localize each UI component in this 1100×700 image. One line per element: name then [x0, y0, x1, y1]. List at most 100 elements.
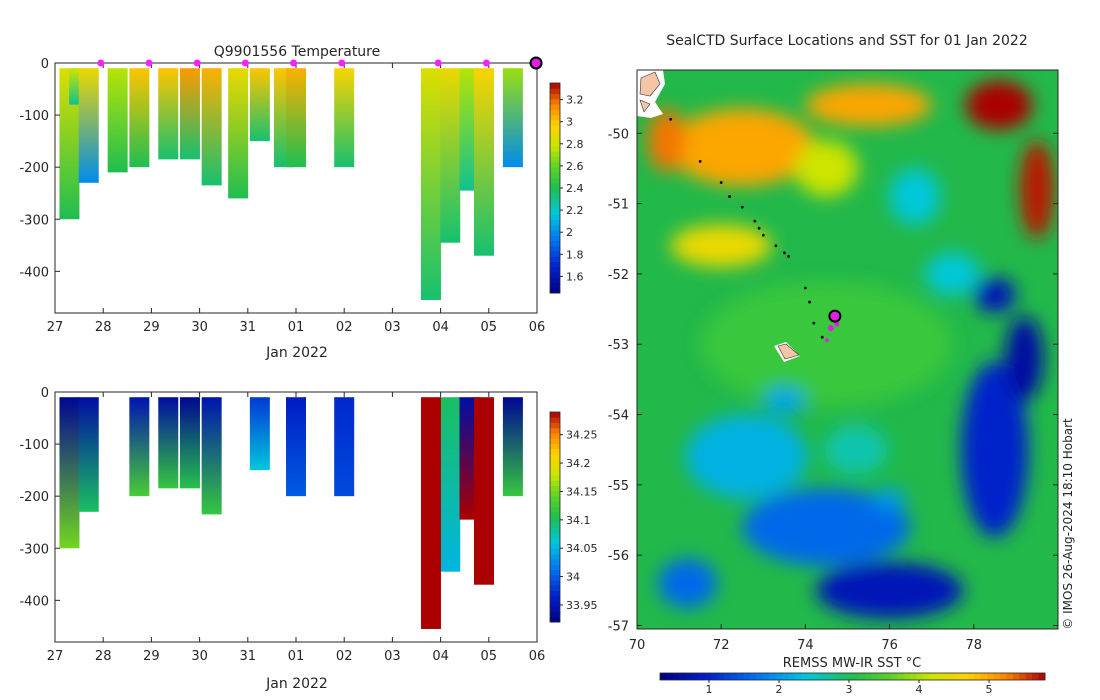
colorbar-tick-label: 34 — [566, 571, 580, 584]
x-tick-label: 30 — [191, 649, 208, 664]
colorbar-segment — [1038, 673, 1046, 680]
colorbar-segment — [550, 261, 560, 268]
profile-bar — [179, 68, 200, 160]
colorbar-tick-label: 3.2 — [566, 94, 584, 107]
salinity-colorbar: 33.95 34 34.05 34.1 34.15 34.2 34.25 — [549, 411, 598, 623]
colorbar-segment — [550, 548, 560, 555]
salinity-xlabel: Jan 2022 — [265, 676, 328, 692]
x-tick-label: 06 — [529, 320, 546, 335]
colorbar-tick-label: 2 — [566, 226, 573, 239]
x-tick-label: 27 — [47, 649, 64, 664]
colorbar-tick-label: 5 — [986, 683, 993, 696]
map-axes-frame — [636, 69, 1059, 630]
profile-bar — [249, 68, 270, 142]
colorbar-segment — [550, 198, 560, 205]
profile-bar — [78, 397, 99, 512]
colorbar-segment — [968, 673, 975, 680]
sst-blob — [815, 562, 964, 619]
map-x-ticks: 70 72 74 76 78 — [629, 624, 982, 653]
profile-bar — [107, 68, 128, 173]
temperature-colorbar: 1.6 1.8 2 2.2 2.4 2.6 2.8 3 3.2 — [549, 82, 584, 294]
colorbar-segment — [948, 673, 956, 680]
colorbar-segment — [550, 485, 560, 492]
colorbar-segment — [550, 219, 560, 226]
track-point — [757, 226, 761, 230]
track-point — [812, 321, 816, 325]
track-point — [669, 117, 673, 121]
colorbar-segment — [550, 240, 560, 247]
colorbar-segment — [550, 182, 560, 189]
colorbar-segment — [550, 172, 560, 178]
colorbar-segment — [679, 673, 687, 680]
track-point — [728, 195, 732, 198]
x-tick-label: 72 — [713, 638, 730, 653]
colorbar-segment — [660, 673, 667, 680]
colorbar-segment — [993, 673, 1001, 680]
colorbar-segment — [550, 245, 560, 252]
x-tick-label: 03 — [384, 649, 401, 664]
track-point — [719, 181, 723, 184]
colorbar-segment — [550, 161, 560, 168]
x-tick-label: 04 — [432, 320, 449, 335]
track-point — [753, 219, 757, 223]
colorbar-segment — [550, 214, 560, 220]
colorbar-segment — [672, 673, 680, 680]
colorbar-segment — [1019, 673, 1027, 680]
sst-colorbar-label: REMSS MW-IR SST °C — [783, 656, 922, 671]
x-tick-label: 02 — [336, 649, 353, 664]
sst-field — [637, 70, 1058, 629]
sst-blob — [965, 80, 1033, 130]
colorbar-segment — [891, 673, 898, 680]
colorbar-segment — [871, 673, 879, 680]
y-tick-label: -51 — [608, 198, 629, 213]
sst-blob — [872, 488, 907, 510]
surface-marker — [241, 59, 249, 67]
colorbar-segment — [550, 501, 560, 507]
colorbar-segment — [826, 673, 834, 680]
colorbar-segment — [884, 673, 892, 680]
x-tick-label: 06 — [529, 649, 546, 664]
track-point — [804, 286, 807, 290]
colorbar-segment — [987, 673, 995, 680]
profile-bar — [201, 68, 222, 186]
colorbar-segment — [550, 130, 560, 136]
colorbar-tick-label: 2 — [776, 683, 783, 696]
colorbar-segment — [794, 673, 802, 680]
profile-bar — [59, 397, 80, 549]
sst-blob — [700, 280, 953, 408]
x-tick-label: 28 — [95, 649, 112, 664]
profile-bar — [440, 397, 461, 572]
sst-blob — [961, 361, 1029, 538]
colorbar-tick-label: 3 — [846, 683, 853, 696]
colorbar-segment — [550, 167, 560, 173]
colorbar-segment — [550, 511, 560, 518]
colorbar-segment — [550, 203, 560, 210]
x-tick-label: 31 — [240, 649, 257, 664]
profile-bar — [473, 397, 494, 585]
colorbar-tick-label: 1 — [706, 683, 713, 696]
sst-blobs — [647, 80, 1054, 619]
colorbar-segment — [550, 140, 560, 147]
colorbar-segment — [858, 673, 866, 680]
colorbar-segment — [550, 93, 560, 100]
colorbar-tick-label: 2.8 — [566, 138, 584, 151]
colorbar-segment — [743, 673, 751, 680]
x-tick-label: 02 — [336, 320, 353, 335]
colorbar-segment — [550, 266, 560, 273]
y-tick-label: -300 — [19, 542, 49, 557]
track-point — [808, 300, 812, 304]
y-tick-label: -54 — [608, 409, 629, 424]
colorbar-segment — [852, 673, 860, 680]
profile-bar — [286, 397, 306, 497]
colorbar-segment — [550, 543, 560, 549]
colorbar-segment — [1025, 673, 1033, 680]
sst-blob — [889, 168, 941, 225]
profile-bar — [158, 397, 179, 489]
colorbar-segment — [550, 595, 560, 602]
colorbar-segment — [807, 673, 815, 680]
colorbar-segment — [550, 277, 560, 283]
colorbar-segment — [833, 673, 841, 680]
map-title: SealCTD Surface Locations and SST for 01… — [666, 33, 1027, 49]
colorbar-segment — [762, 673, 770, 680]
colorbar-segment — [550, 611, 560, 618]
